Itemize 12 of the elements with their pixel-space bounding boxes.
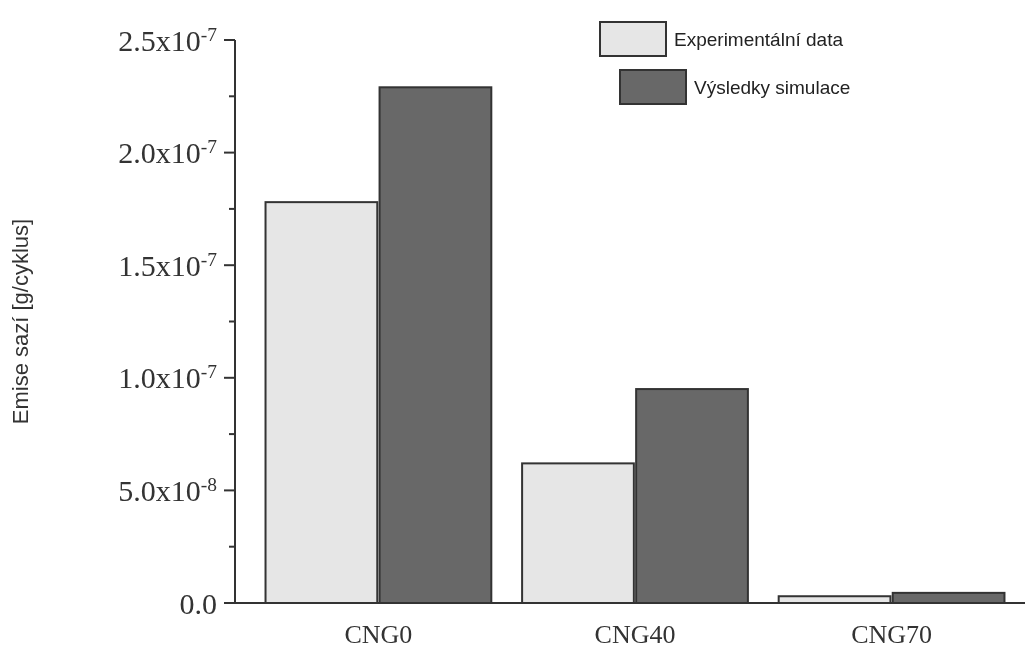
x-tick-label: CNG40: [594, 620, 676, 649]
y-tick-label: 5.0x10$^{-8}$: [118, 473, 217, 507]
y-tick-label: 1.5x10$^{-7}$: [118, 248, 218, 282]
x-tick-label: CNG0: [344, 620, 413, 649]
legend-label: Výsledky simulace: [694, 77, 851, 98]
x-tick-label: CNG70: [851, 620, 933, 649]
legend-label: Experimentální data: [674, 29, 844, 50]
y-tick-label: 0.0: [179, 586, 217, 620]
y-tick-label: 2.5x10$^{-7}$: [118, 23, 218, 57]
y-axis-title: Emise sazí [g/cyklus]: [8, 218, 33, 425]
y-tick-label: 2.0x10$^{-7}$: [118, 135, 218, 170]
y-tick-label: 1.0x10$^{-7}$: [118, 360, 218, 395]
